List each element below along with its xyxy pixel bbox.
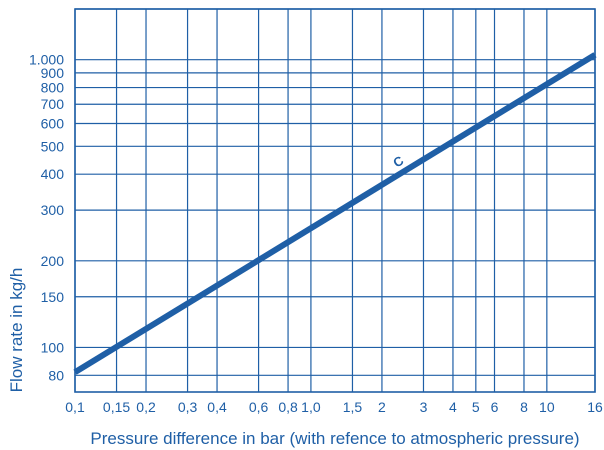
x-tick-label: 1,5 (343, 399, 363, 415)
series-layer: C (73, 52, 597, 375)
x-tick-labels: 0,1 0,15 0,2 0,3 0,4 0,6 0,8 1,0 1,5 2 3 4 5 6 8 10 16 (65, 399, 603, 415)
x-axis-title: Pressure difference in bar (with refence… (90, 429, 579, 448)
grid (74, 8, 596, 392)
y-tick-label: 1.000 (29, 52, 64, 68)
y-tick-label: 600 (41, 116, 65, 132)
x-tick-label: 0,1 (65, 399, 85, 415)
x-tick-label: 0,4 (207, 399, 227, 415)
x-tick-label: 2 (378, 399, 386, 415)
y-tick-label: 800 (41, 80, 65, 96)
y-tick-label: 400 (41, 166, 65, 182)
x-tick-label: 6 (491, 399, 499, 415)
y-tick-label: 500 (41, 138, 65, 154)
x-tick-label: 0,2 (136, 399, 156, 415)
y-tick-label: 700 (41, 96, 65, 112)
y-tick-label: 80 (48, 367, 64, 383)
y-tick-label: 100 (41, 339, 65, 355)
x-tick-label: 5 (472, 399, 480, 415)
x-tick-label: 0,15 (103, 399, 130, 415)
x-tick-label: 10 (539, 399, 555, 415)
plot-frame (74, 8, 596, 393)
x-tick-label: 3 (420, 399, 428, 415)
y-tick-label: 300 (41, 202, 65, 218)
y-tick-label: 900 (41, 65, 65, 81)
x-tick-label: 4 (449, 399, 457, 415)
x-tick-label: 0,8 (278, 399, 298, 415)
x-tick-label: 0,3 (178, 399, 198, 415)
y-tick-label: 200 (41, 253, 65, 269)
series-line-c (73, 52, 597, 375)
x-tick-label: 0,6 (249, 399, 269, 415)
x-tick-label: 16 (587, 399, 603, 415)
y-tick-label: 150 (41, 289, 65, 305)
x-tick-label: 1,0 (301, 399, 321, 415)
x-tick-label: 8 (520, 399, 528, 415)
y-axis-title: Flow rate in kg/h (7, 268, 26, 393)
